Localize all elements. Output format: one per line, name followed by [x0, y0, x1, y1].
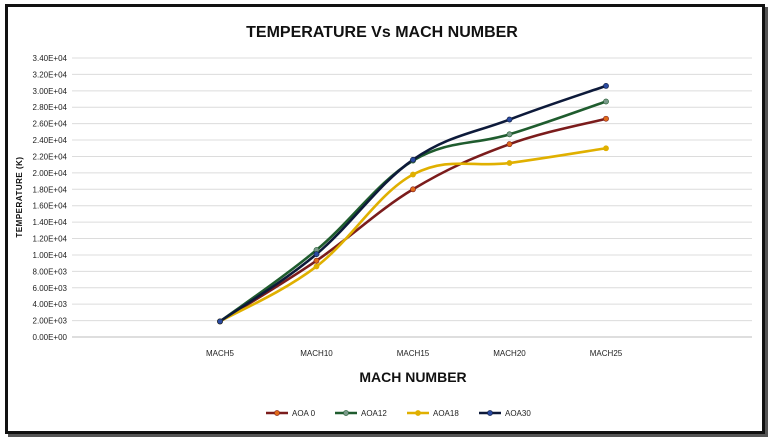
data-point-aoa30	[603, 83, 609, 89]
grid-lines	[72, 57, 752, 338]
y-tick-label: 2.40E+04	[33, 136, 68, 145]
legend: AOA 0 AOA12 AOA18 AOA30	[266, 409, 531, 418]
y-tick-label: 2.00E+03	[33, 317, 68, 326]
legend-marker-aoa18	[415, 410, 421, 416]
y-tick-label: 2.60E+04	[33, 120, 68, 129]
x-tick-label: MACH5	[206, 349, 235, 358]
legend-marker-aoa12	[343, 410, 349, 416]
x-tick-label: MACH15	[397, 349, 430, 358]
data-point-aoa0	[506, 141, 513, 148]
legend-marker-aoa0	[274, 410, 280, 416]
data-point-aoa0	[410, 186, 416, 193]
y-tick-label: 8.00E+03	[33, 267, 68, 276]
y-tick-label: 2.20E+04	[33, 152, 68, 161]
y-tick-label: 1.00E+04	[33, 251, 68, 260]
chart-title: TEMPERATURE Vs MACH NUMBER	[246, 24, 518, 41]
y-axis-ticks: 0.00E+00 2.00E+03 4.00E+03 6.00E+03 8.00E+03…	[33, 54, 68, 342]
y-axis-label: TEMPERATURE (K)	[15, 156, 24, 237]
data-point-aoa12	[603, 98, 609, 105]
legend-label-aoa0: AOA 0	[292, 409, 316, 418]
y-tick-label: 1.20E+04	[33, 235, 68, 244]
legend-label-aoa12: AOA12	[361, 409, 387, 418]
x-axis-ticks: MACH5 MACH10 MACH15 MACH20 MACH25	[206, 349, 623, 358]
data-point-aoa12	[506, 131, 513, 138]
data-point-aoa30	[506, 116, 513, 123]
legend-marker-aoa30	[487, 410, 493, 416]
y-tick-label: 4.00E+03	[33, 300, 68, 309]
x-tick-label: MACH25	[590, 349, 623, 358]
legend-label-aoa30: AOA30	[505, 409, 531, 418]
series-line-aoa12	[219, 100, 607, 323]
data-point-aoa30	[313, 251, 320, 258]
series-markers	[217, 83, 609, 325]
x-tick-label: MACH20	[493, 349, 526, 358]
y-tick-label: 3.40E+04	[33, 54, 68, 63]
series-lines	[219, 84, 607, 323]
data-point-aoa18	[410, 171, 416, 178]
y-tick-label: 1.80E+04	[33, 185, 68, 194]
data-point-aoa30	[410, 156, 416, 163]
data-point-aoa30	[217, 318, 223, 325]
y-tick-label: 6.00E+03	[33, 284, 68, 293]
x-axis-label: MACH NUMBER	[359, 369, 466, 385]
y-tick-label: 3.00E+04	[33, 87, 68, 96]
data-point-aoa18	[603, 145, 609, 152]
y-tick-label: 3.20E+04	[33, 70, 68, 79]
data-point-aoa0	[603, 115, 609, 122]
y-tick-label: 2.80E+04	[33, 103, 68, 112]
y-tick-label: 1.60E+04	[33, 202, 68, 211]
data-point-aoa18	[506, 160, 513, 166]
legend-label-aoa18: AOA18	[433, 409, 459, 418]
y-tick-label: 0.00E+00	[33, 333, 68, 342]
data-point-aoa18	[313, 263, 320, 270]
data-point-aoa0	[313, 257, 320, 264]
y-tick-label: 2.00E+04	[33, 169, 68, 178]
x-tick-label: MACH10	[300, 349, 333, 358]
chart-frame	[5, 4, 765, 434]
y-tick-label: 1.40E+04	[33, 218, 68, 227]
